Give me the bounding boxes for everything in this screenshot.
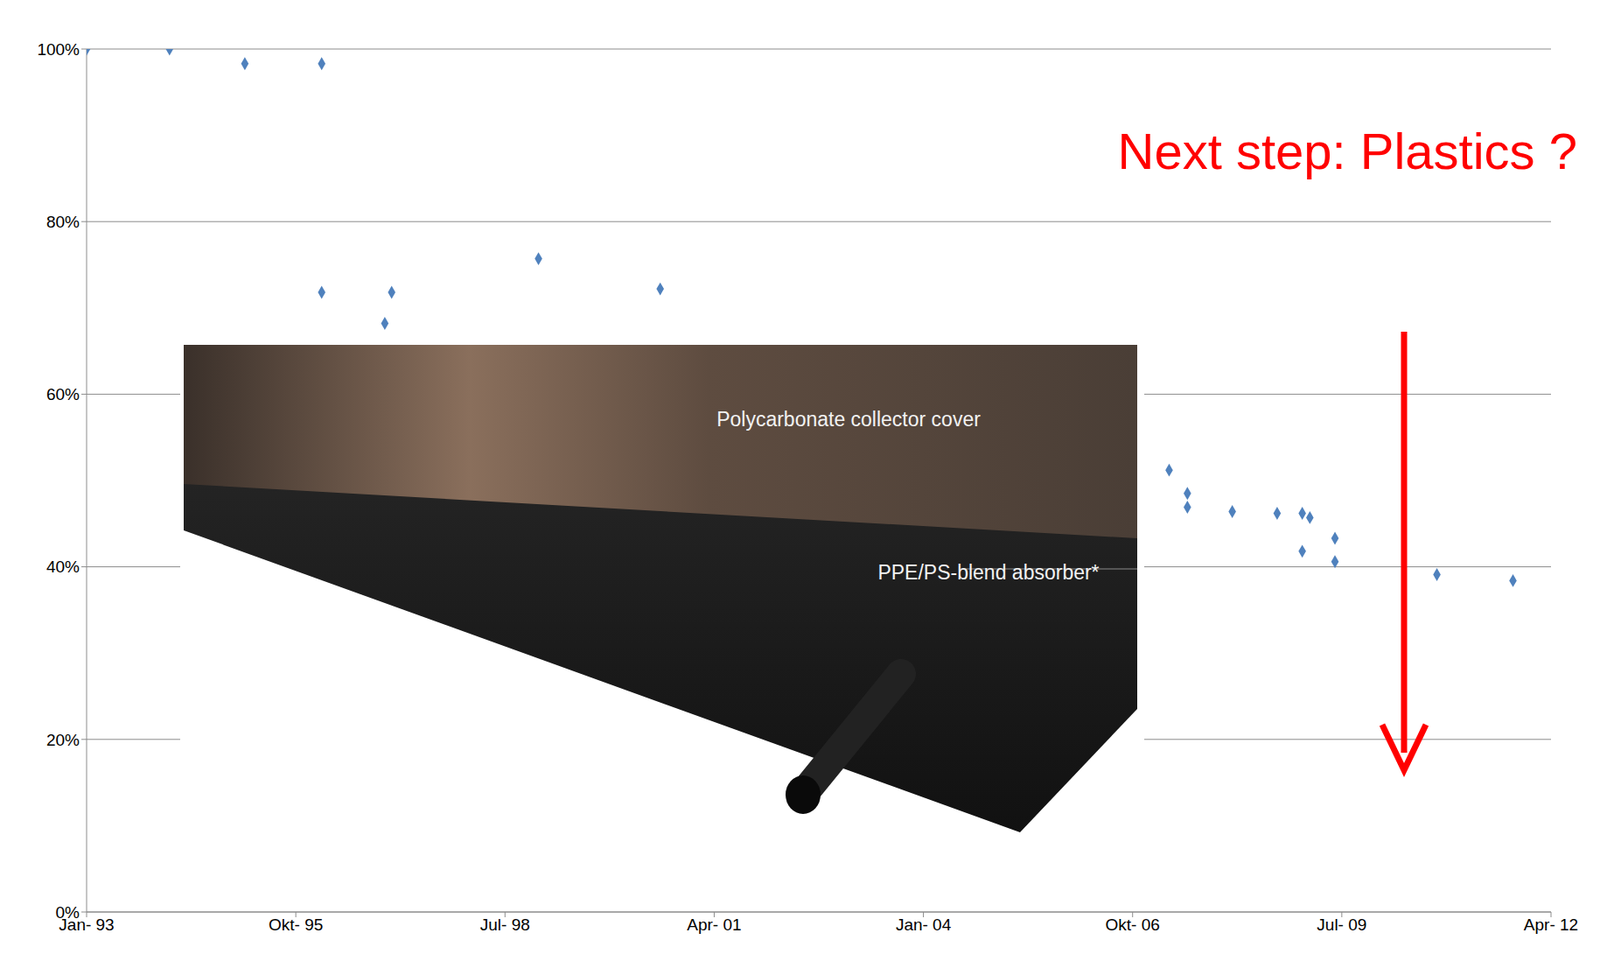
svg-text:Okt- 95: Okt- 95 [268,915,323,934]
svg-text:80%: 80% [46,212,80,231]
svg-text:0%: 0% [55,902,81,922]
html-text:PPE/PS-blend absorber*: PPE/PS-blend absorber* [877,560,1100,584]
svg-text:Apr- 01: Apr- 01 [686,915,741,934]
html-text:Polycarbonate collector cover: Polycarbonate collector cover [716,407,981,431]
svg-text:20%: 20% [46,730,80,749]
svg-text:40%: 40% [46,557,80,576]
svg-text:Jan- 04: Jan- 04 [895,915,952,934]
svg-text:60%: 60% [46,384,80,404]
svg-text:Jan- 93: Jan- 93 [58,915,115,934]
svg-text:Apr- 12: Apr- 12 [1523,915,1579,934]
svg-text:100%: 100% [36,40,80,59]
svg-text:Okt- 06: Okt- 06 [1105,915,1160,934]
html-text:Next step: Plastics ?: Next step: Plastics ? [1117,122,1578,180]
svg-text:Jul- 09: Jul- 09 [1316,915,1367,934]
svg-text:Jul- 98: Jul- 98 [480,915,531,934]
